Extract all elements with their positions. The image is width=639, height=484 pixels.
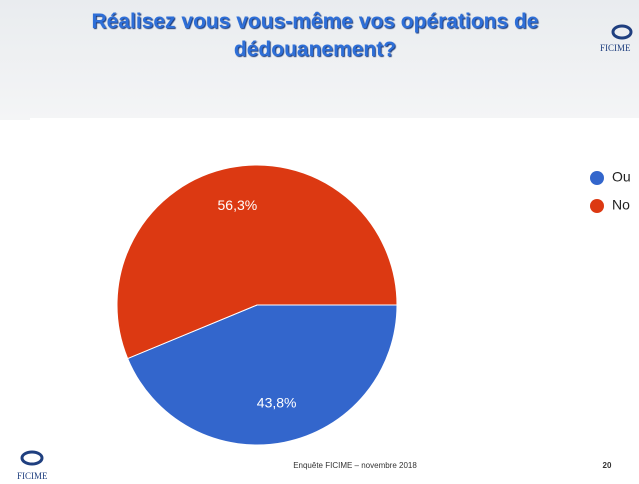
pie-slice <box>116 164 398 360</box>
legend-label: No <box>612 197 630 213</box>
data-label: 43,8% <box>257 395 297 411</box>
page-number: 20 <box>603 461 612 470</box>
data-label: 56,3% <box>218 197 258 213</box>
legend-swatch <box>590 199 604 213</box>
logo-text: FICIME <box>17 471 48 481</box>
logo: FICIME <box>600 24 633 53</box>
pie-slice <box>126 304 398 446</box>
legend-swatch <box>590 171 604 185</box>
legend-label: Ou <box>612 169 631 185</box>
footer-text: Enquête FICIME – novembre 2018 <box>293 461 417 470</box>
title: Réalisez vous vous-même vos opérations d… <box>91 10 539 61</box>
logo-text: FICIME <box>600 43 631 53</box>
logo: FICIME <box>17 450 48 481</box>
